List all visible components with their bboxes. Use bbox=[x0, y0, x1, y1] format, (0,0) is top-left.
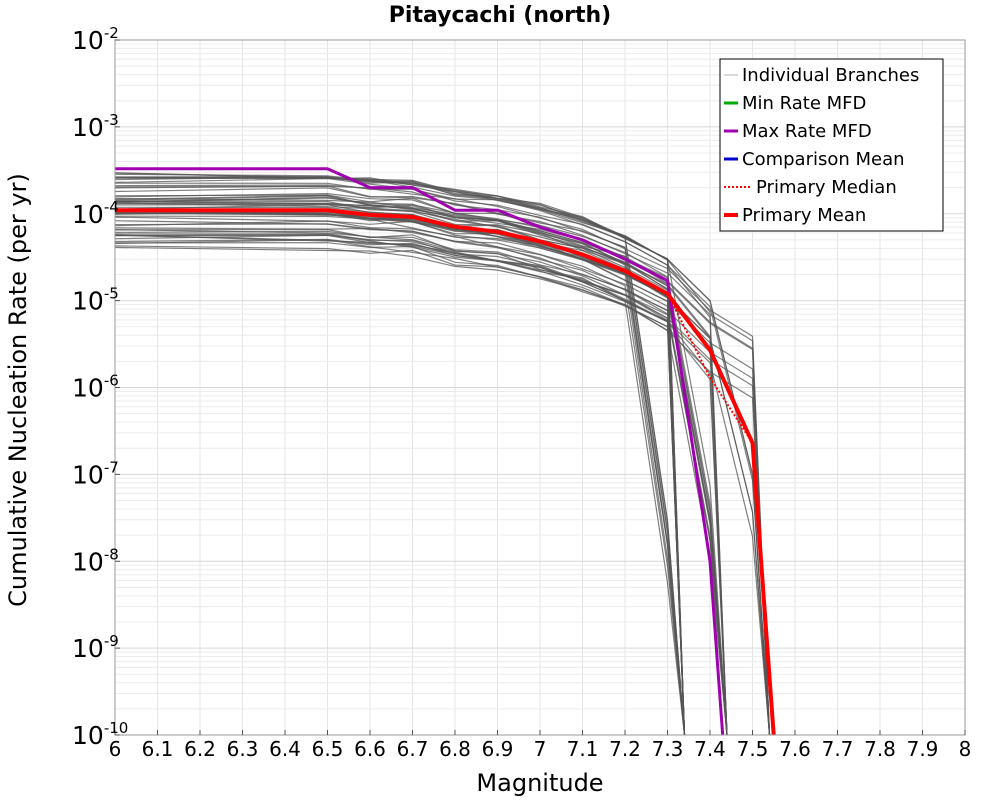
y-tick-base: 10 bbox=[72, 287, 104, 316]
branch-line bbox=[114, 242, 686, 736]
legend: Individual Branches Min Rate MFD Max Rate … bbox=[719, 58, 944, 232]
branch-line bbox=[114, 200, 686, 736]
y-tick-label: 10-5 bbox=[72, 285, 119, 316]
y-tick-exponent: -8 bbox=[104, 545, 119, 563]
y-tick-exponent: -7 bbox=[104, 458, 119, 476]
y-tick-exponent: -4 bbox=[104, 198, 119, 216]
branch-line bbox=[114, 203, 728, 736]
x-tick-label: 7.9 bbox=[907, 737, 939, 761]
x-tick-label: 8 bbox=[959, 737, 972, 761]
y-tick-base: 10 bbox=[72, 200, 104, 229]
x-tick-label: 7.4 bbox=[694, 737, 726, 761]
x-tick-label: 7.3 bbox=[652, 737, 684, 761]
branch-line bbox=[114, 185, 686, 736]
x-tick-label: 7.2 bbox=[609, 737, 641, 761]
x-tick-label: 6.7 bbox=[397, 737, 429, 761]
y-tick-base: 10 bbox=[72, 460, 104, 489]
x-tick-label: 6.5 bbox=[312, 737, 344, 761]
x-tick-label: 6.3 bbox=[227, 737, 259, 761]
branch-line bbox=[114, 200, 728, 736]
y-tick-exponent: -10 bbox=[104, 719, 129, 737]
branch-line bbox=[114, 229, 728, 736]
branch-line bbox=[114, 177, 686, 736]
branch-line bbox=[114, 215, 771, 736]
x-tick-label: 7.8 bbox=[864, 737, 896, 761]
y-tick-label: 10-3 bbox=[72, 111, 119, 142]
y-tick-base: 10 bbox=[72, 113, 104, 142]
x-tick-label: 7 bbox=[534, 737, 547, 761]
branch-line bbox=[114, 245, 771, 736]
series-lines bbox=[115, 167, 776, 736]
x-tick-label: 7.7 bbox=[822, 737, 854, 761]
y-axis-label: Cumulative Nucleation Rate (per yr) bbox=[4, 173, 32, 607]
y-tick-base: 10 bbox=[72, 721, 104, 750]
y-tick-base: 10 bbox=[72, 634, 104, 663]
x-tick-label: 6.2 bbox=[184, 737, 216, 761]
legend-label: Comparison Mean bbox=[742, 149, 905, 170]
x-tick-label: 6.9 bbox=[482, 737, 514, 761]
legend-box bbox=[719, 58, 944, 232]
y-tick-exponent: -9 bbox=[104, 632, 119, 650]
x-tick-label: 6.8 bbox=[439, 737, 471, 761]
individual-branches bbox=[114, 172, 771, 736]
x-tick-label: 7.5 bbox=[737, 737, 769, 761]
series-line-primary-median bbox=[115, 209, 775, 736]
y-tick-label: 10-2 bbox=[72, 24, 119, 55]
y-tick-exponent: -6 bbox=[104, 372, 119, 390]
legend-label: Primary Mean bbox=[742, 205, 866, 226]
legend-label: Min Rate MFD bbox=[742, 93, 866, 114]
branch-line bbox=[114, 216, 686, 736]
y-tick-label: 10-8 bbox=[72, 545, 119, 576]
branch-line bbox=[114, 246, 728, 736]
x-axis-label: Magnitude bbox=[476, 769, 603, 797]
y-tick-exponent: -3 bbox=[104, 111, 119, 129]
y-tick-label: 10-7 bbox=[72, 458, 119, 489]
chart-title: Pitaycachi (north) bbox=[389, 3, 611, 28]
legend-label: Individual Branches bbox=[742, 65, 919, 86]
y-tick-exponent: -2 bbox=[104, 24, 119, 42]
x-tick-label: 7.1 bbox=[567, 737, 599, 761]
x-tick-label: 7.6 bbox=[779, 737, 811, 761]
branch-line bbox=[114, 206, 728, 736]
branch-line bbox=[114, 177, 771, 736]
y-tick-base: 10 bbox=[72, 26, 104, 55]
branch-line bbox=[115, 176, 728, 736]
x-tick-label: 6.4 bbox=[269, 737, 301, 761]
y-axis-ticks: 10-210-310-410-510-610-710-810-910-10 bbox=[72, 24, 128, 750]
x-axis-ticks: 6 6.1 6.2 6.3 6.4 6.5 6.6 6.7 6.8 6.9 7 7.1 7.2 7.3 7.… bbox=[109, 730, 972, 761]
legend-label: Primary Median bbox=[756, 177, 897, 198]
y-tick-label: 10-4 bbox=[72, 198, 119, 229]
branch-line bbox=[114, 176, 728, 736]
y-tick-label: 10-10 bbox=[72, 719, 128, 750]
y-tick-base: 10 bbox=[72, 374, 104, 403]
series-line-primary-mean bbox=[115, 208, 776, 736]
y-tick-base: 10 bbox=[72, 547, 104, 576]
y-tick-exponent: -5 bbox=[104, 285, 119, 303]
y-tick-label: 10-9 bbox=[72, 632, 119, 663]
branch-line bbox=[115, 177, 686, 736]
y-tick-label: 10-6 bbox=[72, 372, 119, 403]
branch-line bbox=[114, 220, 686, 736]
legend-label: Max Rate MFD bbox=[742, 121, 872, 142]
branch-line bbox=[114, 234, 686, 736]
branch-line bbox=[114, 202, 686, 736]
x-tick-label: 6.1 bbox=[142, 737, 174, 761]
x-tick-label: 6 bbox=[109, 737, 122, 761]
series-line-max-rate-mfd bbox=[115, 167, 725, 736]
x-tick-label: 6.6 bbox=[354, 737, 386, 761]
